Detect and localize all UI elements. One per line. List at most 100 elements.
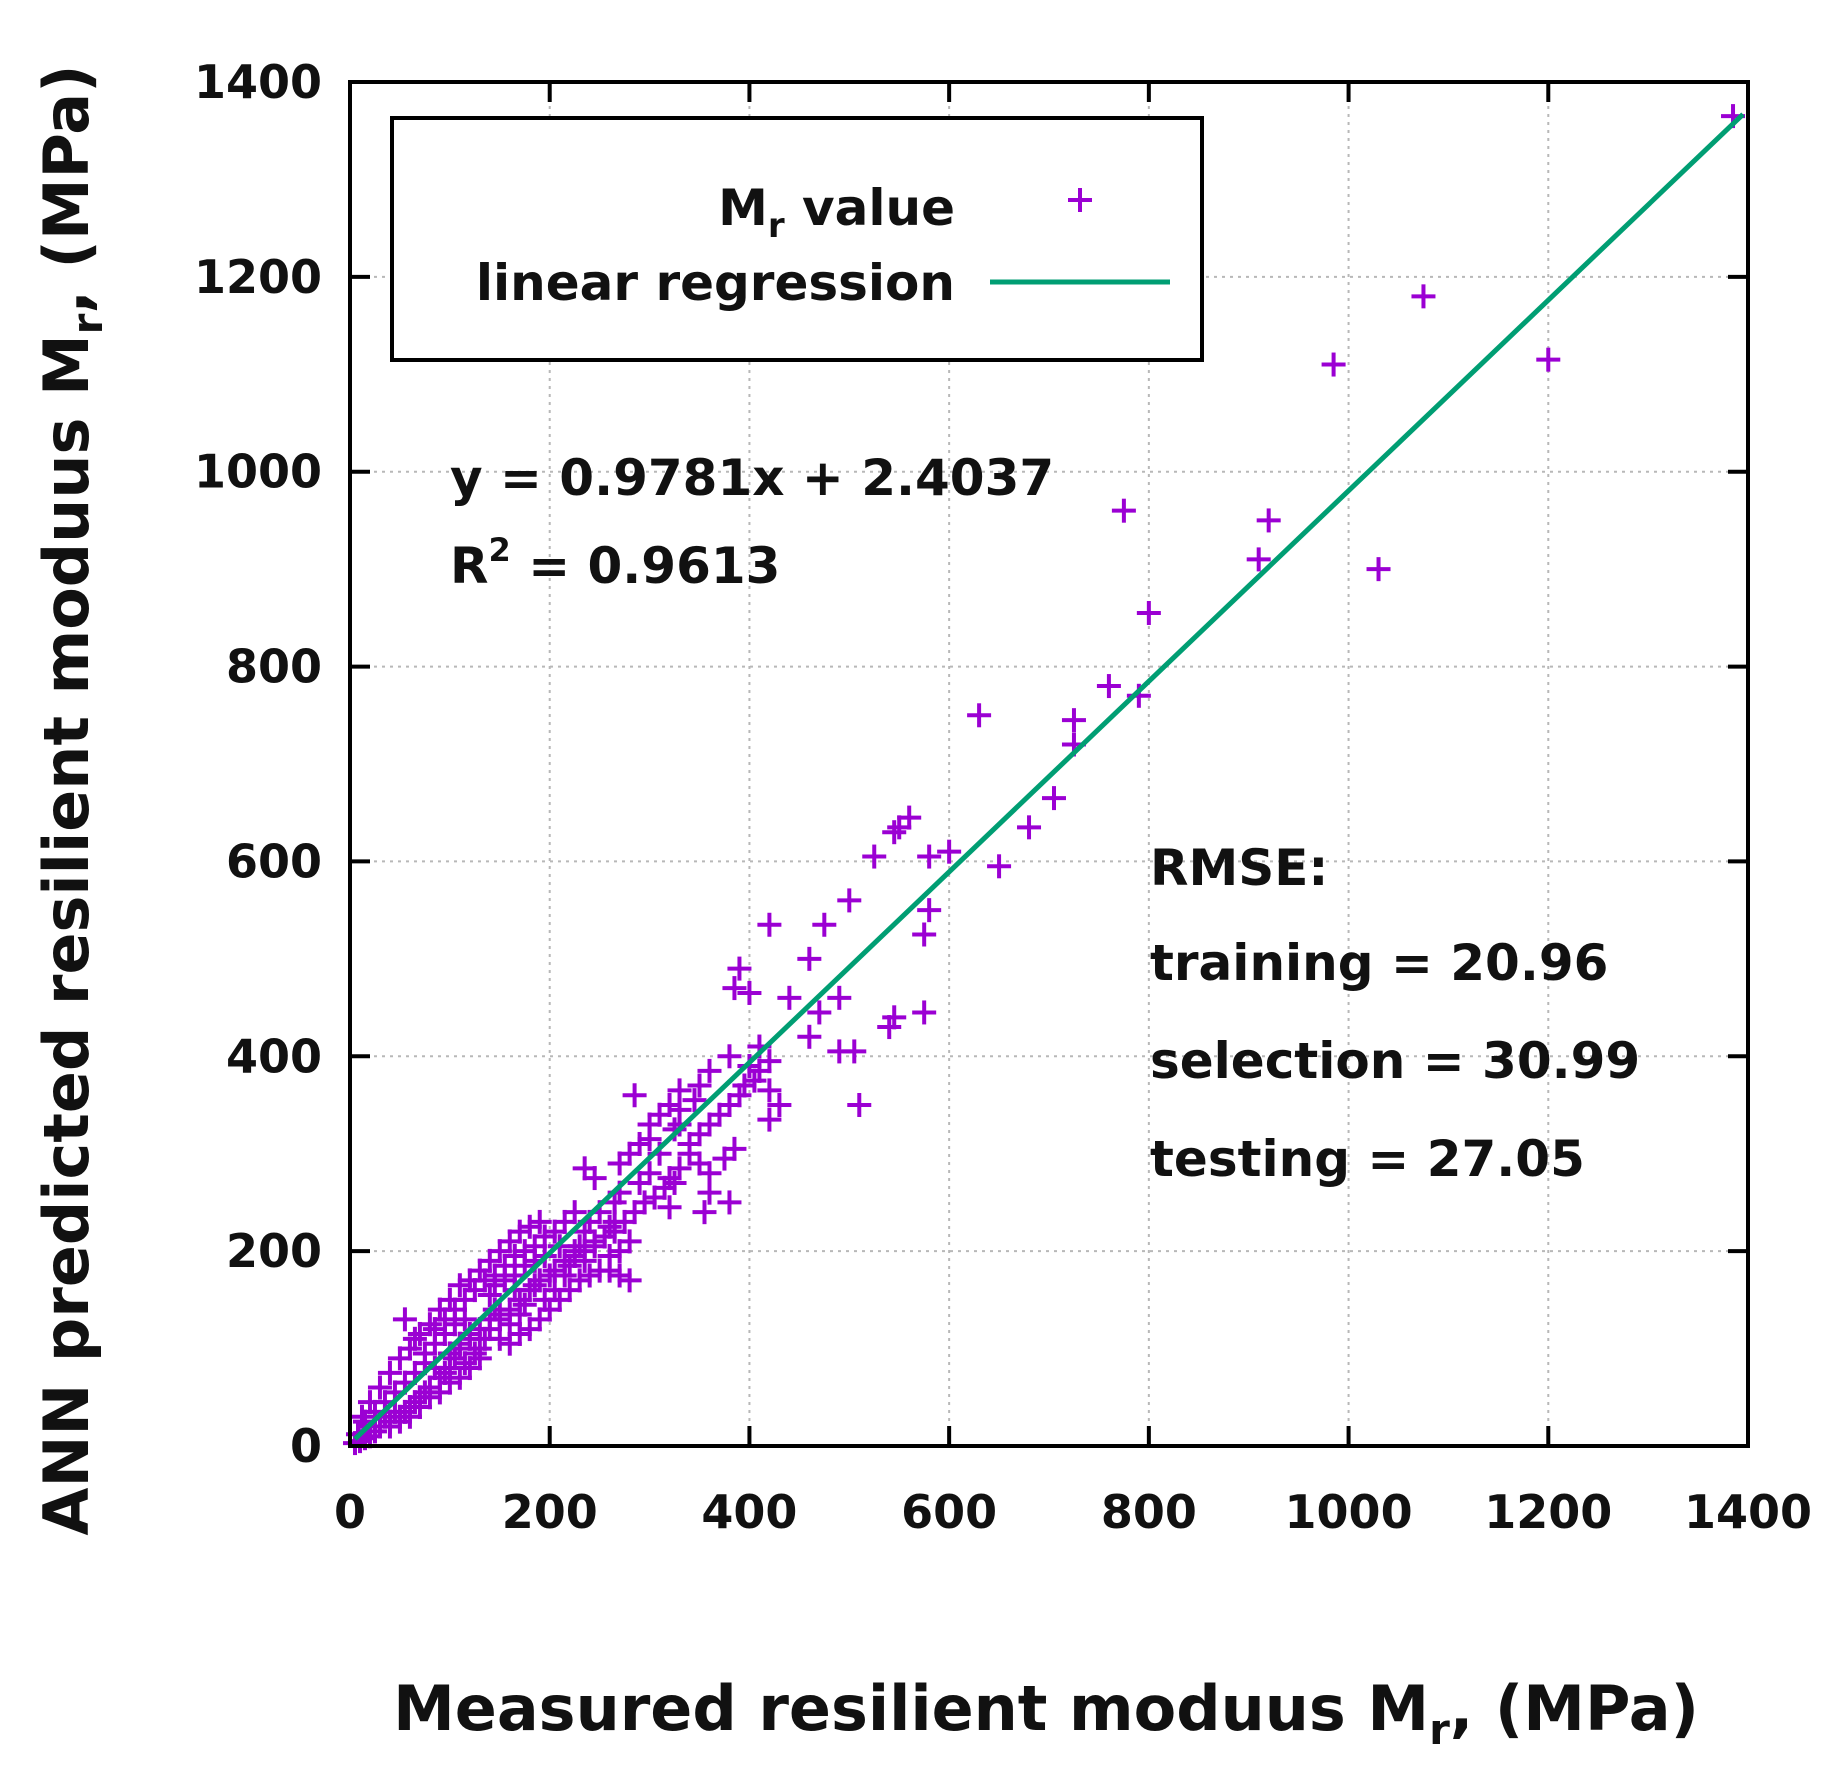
data-point (842, 1039, 867, 1064)
data-point (917, 898, 942, 923)
data-point (797, 946, 822, 971)
data-point (562, 1200, 587, 1225)
data-point (747, 1058, 772, 1083)
data-point (722, 1136, 747, 1161)
data-point (937, 839, 962, 864)
data-point (342, 1431, 367, 1456)
x-tick-label: 0 (334, 1485, 366, 1539)
data-point (692, 1200, 717, 1225)
x-tick-label: 1000 (1285, 1485, 1413, 1539)
data-point (812, 912, 837, 937)
data-point (1111, 498, 1136, 523)
data-point (917, 844, 942, 869)
data-point (757, 1107, 782, 1132)
data-point (967, 703, 992, 728)
data-point (1321, 352, 1346, 377)
data-point (807, 1000, 832, 1025)
data-point (757, 1078, 782, 1103)
regression-line (353, 112, 1745, 1441)
legend-label-line: linear regression (476, 254, 955, 312)
x-tick-label: 400 (701, 1485, 797, 1539)
data-point (1017, 815, 1042, 840)
legend-label-points: Mr value (718, 179, 955, 246)
y-tick-label: 1200 (194, 250, 322, 304)
data-point (717, 1044, 742, 1069)
data-point (1246, 547, 1271, 572)
data-point (837, 888, 862, 913)
plot-frame (348, 80, 1750, 1448)
y-tick-label: 1400 (194, 55, 322, 109)
data-point (1411, 284, 1436, 309)
x-axis-label: Measured resilient moduus Mr, (MPa) (393, 1672, 1699, 1754)
data-point (987, 854, 1012, 879)
x-tick-label: 200 (502, 1485, 598, 1539)
data-point (607, 1151, 632, 1176)
legend-plus-marker (1068, 188, 1092, 212)
data-point (392, 1307, 417, 1332)
y-tick-label: 1000 (194, 445, 322, 499)
y-tick-label: 0 (290, 1419, 322, 1473)
data-point (377, 1360, 402, 1385)
data-point (627, 1170, 652, 1195)
data-point (797, 1024, 822, 1049)
data-point (757, 912, 782, 937)
x-tick-label: 1400 (1684, 1485, 1812, 1539)
x-tick-label: 800 (1101, 1485, 1197, 1539)
data-point (522, 1273, 547, 1298)
data-point (722, 976, 747, 1001)
data-point (1366, 557, 1391, 582)
data-point (827, 985, 852, 1010)
data-point (417, 1312, 442, 1337)
data-point (847, 1093, 872, 1117)
legend-marker-plus-icon (1068, 188, 1092, 212)
data-point (887, 815, 912, 840)
rmse-title: RMSE: (1150, 839, 1328, 897)
data-point (1041, 786, 1066, 811)
data-point (1096, 674, 1121, 699)
y-tick-label: 200 (226, 1224, 322, 1278)
y-tick-label: 800 (226, 640, 322, 694)
data-point (349, 1404, 374, 1429)
data-point (1136, 600, 1161, 625)
data-point (777, 985, 802, 1010)
data-point (877, 1015, 902, 1040)
data-point (582, 1166, 607, 1191)
legend-box (390, 116, 1204, 362)
rmse-training: training = 20.96 (1150, 934, 1608, 992)
data-point (697, 1180, 722, 1205)
data-point (367, 1375, 392, 1400)
data-point (912, 922, 937, 947)
data-point (717, 1190, 742, 1215)
data-point (1256, 508, 1281, 533)
data-point (667, 1097, 692, 1122)
data-point (422, 1331, 447, 1356)
x-tick-label: 600 (901, 1485, 997, 1539)
data-point (882, 820, 907, 845)
data-point (687, 1073, 712, 1098)
x-tick-label: 1200 (1484, 1485, 1612, 1539)
regression-equation: y = 0.9781x + 2.4037 (450, 449, 1054, 507)
rmse-selection: selection = 30.99 (1150, 1032, 1640, 1090)
data-point (727, 956, 752, 981)
data-point (402, 1326, 427, 1351)
data-point (767, 1093, 792, 1117)
data-point (657, 1195, 682, 1220)
data-point (1061, 708, 1086, 733)
data-point (697, 1058, 722, 1083)
data-point (377, 1414, 402, 1439)
data-point (587, 1258, 612, 1283)
data-point (737, 980, 762, 1005)
data-point (682, 1088, 707, 1113)
axis-ticks: 0 200 400 600 800 1000 1200 1400 0 200 400 600 800 10… (194, 55, 1812, 1539)
y-tick-label: 400 (226, 1029, 322, 1083)
legend: Mr value linear regression (390, 116, 1204, 362)
data-point (622, 1083, 647, 1108)
rmse-testing: testing = 27.05 (1150, 1130, 1585, 1188)
r-squared: R2 = 0.9613 (450, 531, 780, 595)
data-points (342, 104, 1746, 1456)
data-point (527, 1209, 552, 1234)
data-point (912, 1000, 937, 1025)
data-point (607, 1263, 632, 1288)
